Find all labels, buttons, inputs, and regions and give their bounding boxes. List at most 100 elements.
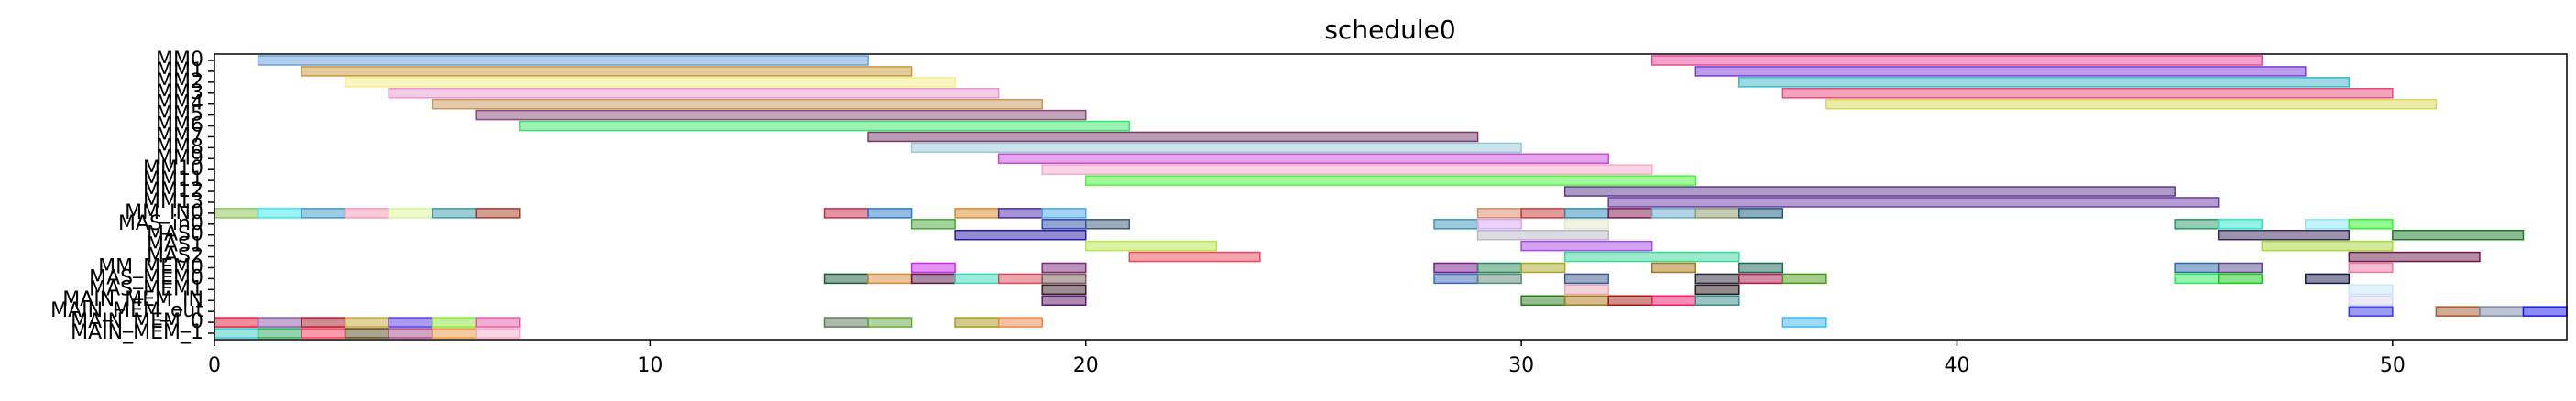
task-bar <box>1520 295 1566 306</box>
task-bar <box>2479 306 2525 317</box>
task-bar <box>1476 262 1522 274</box>
task-bar <box>1563 273 1609 285</box>
task-bar <box>1607 208 1653 219</box>
task-bar <box>214 328 259 339</box>
task-bar <box>2305 219 2351 230</box>
task-bar <box>954 317 1000 328</box>
y-tick-label: MM1 <box>156 60 203 82</box>
task-bar <box>388 328 433 339</box>
task-bar <box>475 109 1087 121</box>
task-bar <box>2217 229 2351 241</box>
task-bar <box>1694 284 1740 296</box>
task-bar <box>1738 273 1784 285</box>
task-bar <box>301 208 346 219</box>
task-bar <box>388 88 1000 99</box>
task-bar <box>867 273 913 285</box>
task-bar <box>1563 219 1609 230</box>
chart-title: schedule0 <box>1324 15 1455 45</box>
task-bar <box>344 317 389 328</box>
task-bar <box>2174 262 2220 274</box>
y-tick-label: MAIN_MEM_IN <box>62 288 203 311</box>
task-bar <box>431 317 477 328</box>
task-bar <box>2348 295 2394 306</box>
task-bar <box>1694 295 1740 306</box>
task-bar <box>1476 208 1522 219</box>
task-bar <box>1781 273 1827 285</box>
task-bar <box>867 317 913 328</box>
task-bar <box>475 317 521 328</box>
task-bar <box>954 229 1087 241</box>
y-tick-label: MM7 <box>156 125 203 147</box>
task-bar <box>1041 164 1653 175</box>
task-bar <box>1520 208 1566 219</box>
task-bar <box>475 328 521 339</box>
task-bar <box>823 273 869 285</box>
task-bar <box>1738 77 2351 88</box>
y-tick-label: MM6 <box>156 114 203 137</box>
task-bar <box>1476 273 1522 285</box>
y-tick-label: MM11 <box>143 168 203 191</box>
task-bar <box>1563 208 1609 219</box>
x-tick-label: 20 <box>1073 354 1099 377</box>
task-bar <box>823 208 869 219</box>
task-bar <box>2174 219 2220 230</box>
task-bar <box>1738 208 1784 219</box>
x-tick-label: 50 <box>2380 354 2406 377</box>
task-bar <box>1607 295 1653 306</box>
task-bar <box>997 273 1043 285</box>
task-bar <box>1041 208 1087 219</box>
y-tick-label: MM9 <box>156 146 203 169</box>
task-bar <box>867 131 1479 143</box>
task-bar <box>1825 98 2438 110</box>
y-tick-label: MM_MEM0 <box>98 255 203 278</box>
y-tick-label: MM_IN0 <box>125 201 203 224</box>
y-tick-label: MAS_MEM1 <box>89 277 203 300</box>
task-bar <box>1520 262 1566 274</box>
task-bar <box>1433 262 1479 274</box>
task-bar <box>257 328 302 339</box>
task-bar <box>1650 262 1697 274</box>
task-bar <box>2522 306 2568 317</box>
task-bar <box>2348 306 2394 317</box>
task-bar <box>1520 240 1653 252</box>
task-bar <box>1563 295 1609 306</box>
x-tick-label: 30 <box>1508 354 1534 377</box>
task-bar <box>344 328 389 339</box>
task-bar <box>1607 197 2220 208</box>
task-bar <box>2305 273 2351 285</box>
task-bar <box>1041 273 1087 285</box>
task-bar <box>2174 273 2220 285</box>
y-tick-label: MM10 <box>143 157 203 180</box>
task-bar <box>2348 262 2394 274</box>
task-bar <box>1694 208 1740 219</box>
task-bar <box>997 208 1043 219</box>
task-bar <box>1084 175 1697 186</box>
y-tick-label: MAS1 <box>147 234 203 257</box>
y-tick-label: MM2 <box>156 70 203 93</box>
task-bar <box>997 153 1609 165</box>
task-bar <box>1128 251 1261 263</box>
task-bar <box>1041 219 1087 230</box>
y-tick-label: MM13 <box>143 190 203 213</box>
task-bar <box>1781 88 2394 99</box>
task-bar <box>1781 317 1827 328</box>
y-tick-label: MM4 <box>156 92 203 115</box>
y-tick-label: MAIN_MEM_out <box>50 299 203 322</box>
x-tick-label: 0 <box>208 354 221 377</box>
y-tick-label: MM8 <box>156 135 203 158</box>
task-bar <box>1563 251 1740 263</box>
task-bar <box>519 120 1131 132</box>
task-bar <box>344 77 956 88</box>
task-bar <box>1084 240 1218 252</box>
task-bar <box>954 273 1000 285</box>
task-bar <box>910 262 956 274</box>
task-bar <box>2348 284 2394 296</box>
task-bar <box>2217 273 2263 285</box>
task-bar <box>910 273 956 285</box>
task-bar <box>301 328 346 339</box>
y-tick-label: MAS0 <box>147 223 203 246</box>
task-bar <box>431 208 477 219</box>
y-tick-label: MM5 <box>156 103 203 126</box>
y-tick-label: MAS2 <box>147 245 203 268</box>
